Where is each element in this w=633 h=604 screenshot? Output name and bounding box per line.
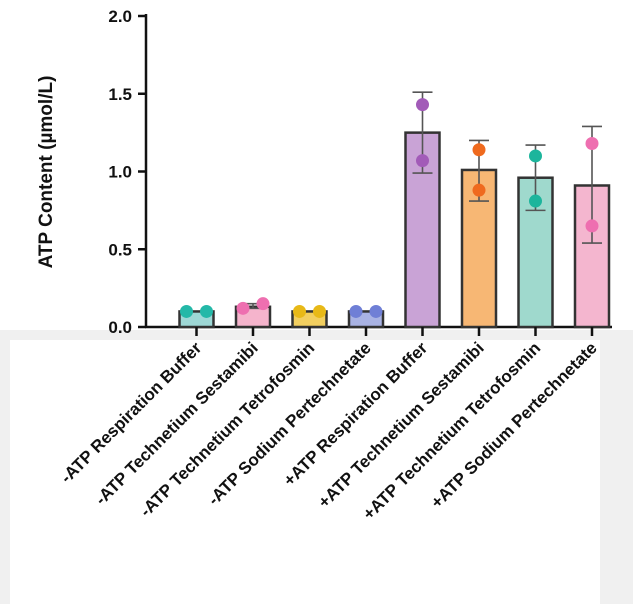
label-panel [10, 340, 600, 604]
data-point [585, 137, 599, 151]
y-axis-title: ATP Content (µmol/L) [36, 76, 57, 269]
data-point [180, 304, 193, 318]
data-point [416, 154, 429, 168]
y-tick-label: 0.5 [108, 240, 132, 259]
data-point [200, 304, 213, 318]
data-point [529, 194, 542, 208]
data-point [313, 304, 326, 318]
data-point [369, 304, 383, 318]
data-point [585, 219, 599, 233]
data-point [293, 304, 306, 318]
y-tick-label: 1.0 [108, 163, 132, 182]
y-tick-label: 1.5 [108, 85, 132, 104]
y-tick-label: 2.0 [108, 7, 132, 26]
data-point [349, 304, 363, 318]
data-point [529, 149, 542, 163]
data-point [472, 183, 486, 197]
data-point [256, 297, 270, 311]
data-point [236, 301, 250, 315]
data-point [472, 143, 486, 157]
y-tick-label: 0.0 [108, 318, 132, 337]
data-point [416, 98, 429, 112]
